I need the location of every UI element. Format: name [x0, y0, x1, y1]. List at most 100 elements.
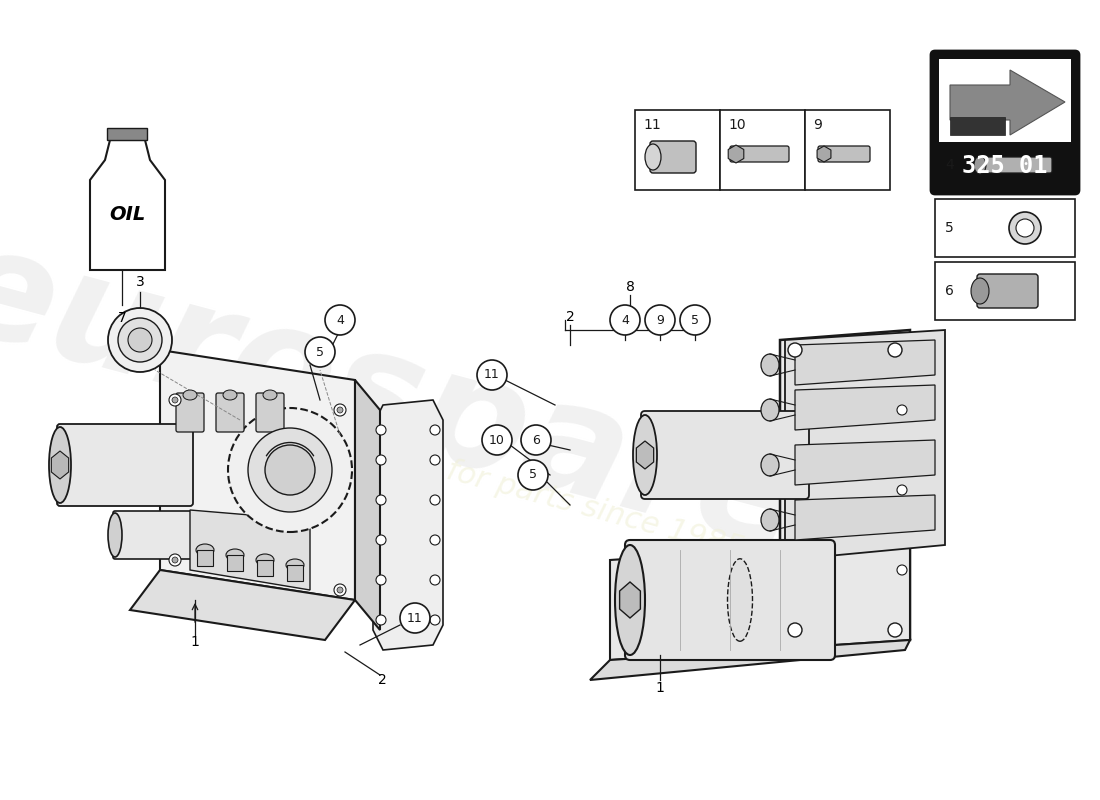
Ellipse shape [50, 427, 72, 503]
Polygon shape [636, 441, 653, 469]
Circle shape [324, 305, 355, 335]
Circle shape [376, 575, 386, 585]
Circle shape [248, 428, 332, 512]
Text: 7: 7 [118, 311, 127, 325]
Ellipse shape [54, 455, 66, 475]
Polygon shape [52, 451, 68, 479]
Circle shape [1009, 212, 1041, 244]
Text: 6: 6 [532, 434, 540, 446]
Polygon shape [795, 385, 935, 430]
Circle shape [430, 455, 440, 465]
Text: 325 01: 325 01 [962, 154, 1047, 178]
Text: 10: 10 [728, 118, 746, 132]
Circle shape [518, 460, 548, 490]
Text: 2: 2 [565, 310, 574, 324]
Circle shape [128, 328, 152, 352]
Polygon shape [950, 70, 1065, 135]
Bar [935, 199, 1075, 257]
Circle shape [376, 535, 386, 545]
FancyBboxPatch shape [730, 146, 789, 162]
Circle shape [430, 535, 440, 545]
Circle shape [1016, 219, 1034, 237]
Bar [935, 262, 1075, 320]
Circle shape [430, 615, 440, 625]
FancyBboxPatch shape [216, 393, 244, 432]
Circle shape [376, 425, 386, 435]
Circle shape [521, 425, 551, 455]
Bar [939, 59, 1071, 142]
Circle shape [645, 305, 675, 335]
FancyBboxPatch shape [977, 274, 1038, 308]
Ellipse shape [761, 399, 779, 421]
Circle shape [169, 554, 182, 566]
Polygon shape [373, 400, 443, 650]
Circle shape [334, 584, 346, 596]
Circle shape [376, 615, 386, 625]
Text: 8: 8 [626, 280, 635, 294]
Ellipse shape [226, 549, 244, 561]
Bar [227, 555, 243, 571]
Circle shape [888, 343, 902, 357]
Polygon shape [130, 570, 355, 640]
Polygon shape [795, 340, 935, 385]
Text: 9: 9 [656, 314, 664, 326]
Polygon shape [190, 510, 310, 590]
Ellipse shape [108, 513, 122, 557]
Text: 5: 5 [529, 469, 537, 482]
Polygon shape [795, 440, 935, 485]
Text: a passion for parts since 1985: a passion for parts since 1985 [294, 416, 747, 564]
Polygon shape [355, 380, 380, 630]
Circle shape [788, 343, 802, 357]
FancyBboxPatch shape [57, 424, 192, 506]
Text: 10: 10 [490, 434, 505, 446]
Circle shape [265, 445, 315, 495]
Text: 6: 6 [945, 284, 954, 298]
Text: 11: 11 [407, 611, 422, 625]
Circle shape [896, 485, 907, 495]
Circle shape [305, 337, 336, 367]
Polygon shape [728, 145, 744, 163]
Text: 4: 4 [621, 314, 629, 326]
Text: 1: 1 [656, 681, 664, 695]
Ellipse shape [256, 554, 274, 566]
Bar [720, 110, 805, 190]
FancyBboxPatch shape [978, 157, 1052, 173]
Text: OIL: OIL [109, 206, 145, 225]
Polygon shape [780, 330, 910, 650]
Circle shape [888, 623, 902, 637]
Circle shape [228, 408, 352, 532]
Circle shape [896, 405, 907, 415]
Text: 1: 1 [190, 635, 199, 649]
Polygon shape [90, 140, 165, 270]
Text: 11: 11 [644, 118, 661, 132]
Bar [935, 136, 1075, 194]
FancyBboxPatch shape [256, 393, 284, 432]
Ellipse shape [223, 390, 236, 400]
Ellipse shape [761, 454, 779, 476]
Ellipse shape [183, 390, 197, 400]
Circle shape [118, 318, 162, 362]
FancyBboxPatch shape [641, 411, 808, 499]
Circle shape [430, 495, 440, 505]
Circle shape [430, 575, 440, 585]
Text: 5: 5 [945, 221, 954, 235]
Bar [805, 110, 890, 190]
Circle shape [477, 360, 507, 390]
Text: 2: 2 [377, 673, 386, 687]
Ellipse shape [615, 545, 645, 655]
Text: 9: 9 [813, 118, 822, 132]
Polygon shape [795, 495, 935, 540]
Ellipse shape [971, 278, 989, 304]
Circle shape [680, 305, 710, 335]
FancyBboxPatch shape [176, 393, 204, 432]
Circle shape [430, 425, 440, 435]
Text: eurospares: eurospares [0, 213, 905, 607]
Ellipse shape [621, 585, 639, 615]
FancyBboxPatch shape [625, 540, 835, 660]
Polygon shape [610, 540, 910, 660]
Bar [287, 565, 303, 581]
Bar [257, 560, 273, 576]
Text: 5: 5 [691, 314, 698, 326]
Bar [635, 110, 720, 190]
Polygon shape [160, 350, 355, 600]
